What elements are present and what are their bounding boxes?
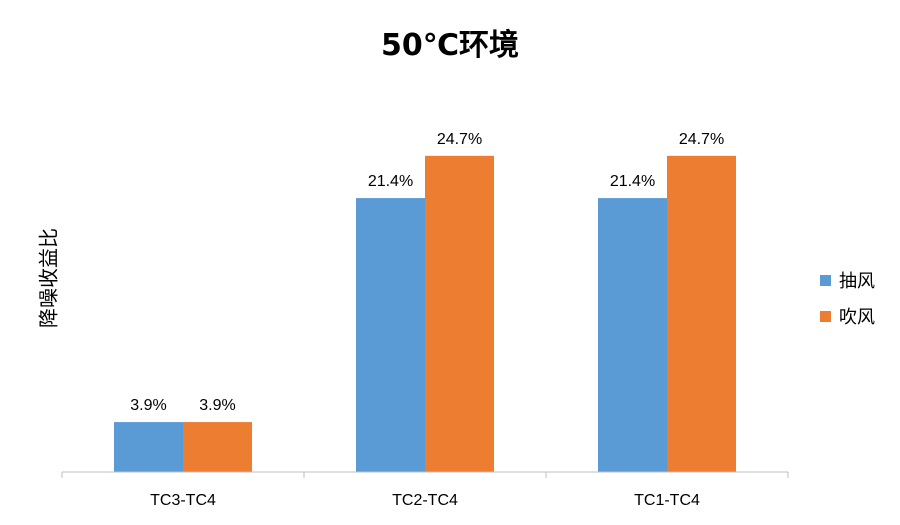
legend: 抽风 吹风 xyxy=(820,262,875,334)
legend-label: 吹风 xyxy=(839,307,875,328)
data-label: 3.9% xyxy=(199,397,235,414)
x-tick-label: TC3-TC4 xyxy=(150,492,216,509)
bars-group: 3.9% 3.9% 21.4% 24.7% 21.4% 24.7% xyxy=(114,131,736,472)
data-label: 24.7% xyxy=(679,131,724,148)
chart-title: 50℃环境 xyxy=(380,28,520,63)
bar-tc2-tc4-series-1 xyxy=(356,198,425,472)
x-tick-label: TC1-TC4 xyxy=(634,492,700,509)
data-label: 24.7% xyxy=(437,131,482,148)
data-label: 21.4% xyxy=(368,173,413,190)
bar-tc1-tc4-series-2 xyxy=(667,155,736,472)
legend-label: 抽风 xyxy=(839,271,875,292)
legend-swatch xyxy=(820,310,831,322)
bar-tc3-tc4-series-2 xyxy=(183,422,252,472)
data-label: 3.9% xyxy=(130,397,166,414)
bar-tc2-tc4-series-2 xyxy=(425,155,494,472)
y-axis-label: 降噪收益比 xyxy=(37,228,61,328)
legend-item: 抽风 xyxy=(820,262,875,298)
legend-item: 吹风 xyxy=(820,298,875,334)
legend-swatch xyxy=(820,274,831,286)
data-label: 21.4% xyxy=(610,173,655,190)
bar-tc3-tc4-series-1 xyxy=(114,422,183,472)
x-tick-label: TC2-TC4 xyxy=(392,492,458,509)
bar-tc1-tc4-series-1 xyxy=(598,198,667,472)
x-axis: TC3-TC4 TC2-TC4 TC1-TC4 xyxy=(61,471,789,509)
